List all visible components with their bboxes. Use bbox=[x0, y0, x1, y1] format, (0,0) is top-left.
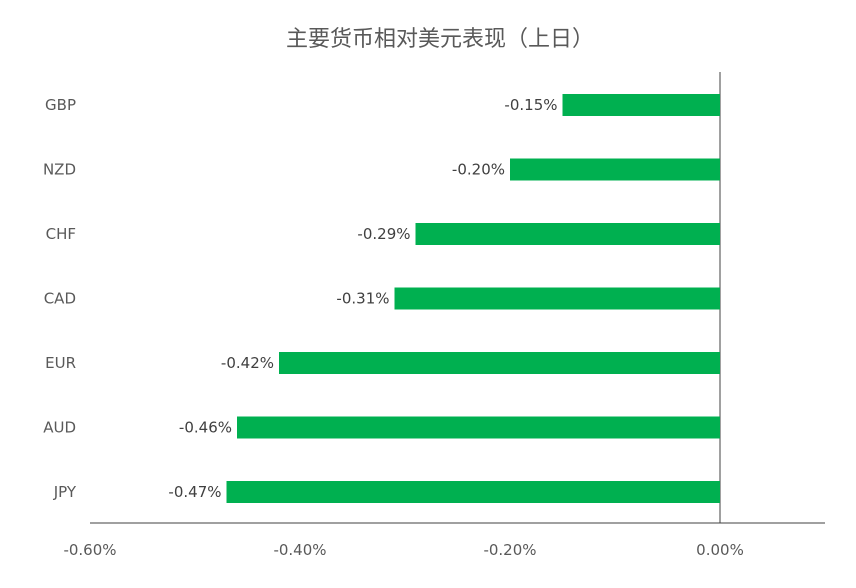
bar-chf bbox=[415, 223, 720, 245]
data-label-jpy: -0.47% bbox=[168, 483, 221, 501]
chart-title: 主要货币相对美元表现（上日） bbox=[286, 27, 594, 52]
category-label-eur: EUR bbox=[45, 354, 76, 372]
data-label-cad: -0.31% bbox=[336, 290, 389, 308]
bar-cad bbox=[394, 287, 720, 310]
category-label-chf: CHF bbox=[46, 225, 76, 243]
bar-eur bbox=[279, 352, 720, 374]
bar-nzd bbox=[510, 158, 720, 181]
category-labels: GBP NZD CHF CAD EUR AUD JPY bbox=[43, 96, 77, 501]
x-tick-label: -0.60% bbox=[63, 541, 116, 559]
bar-gbp bbox=[562, 94, 720, 116]
data-label-gbp: -0.15% bbox=[504, 96, 557, 114]
data-labels: -0.15% -0.20% -0.29% -0.31% -0.42% -0.46% -0.4… bbox=[168, 96, 557, 501]
bar-aud bbox=[237, 416, 720, 439]
category-label-gbp: GBP bbox=[45, 96, 76, 114]
bars bbox=[226, 94, 720, 503]
data-label-nzd: -0.20% bbox=[452, 161, 505, 179]
bar-jpy bbox=[226, 481, 720, 503]
data-label-aud: -0.46% bbox=[179, 419, 232, 437]
category-label-cad: CAD bbox=[44, 290, 76, 308]
x-tick-label: -0.20% bbox=[483, 541, 536, 559]
category-label-nzd: NZD bbox=[43, 161, 76, 179]
x-tick-label: -0.40% bbox=[273, 541, 326, 559]
data-label-eur: -0.42% bbox=[221, 354, 274, 372]
x-tick-labels: -0.60% -0.40% -0.20% 0.00% bbox=[63, 541, 743, 559]
category-label-jpy: JPY bbox=[53, 483, 77, 501]
x-tick-label: 0.00% bbox=[696, 541, 744, 559]
data-label-chf: -0.29% bbox=[357, 225, 410, 243]
category-label-aud: AUD bbox=[43, 419, 76, 437]
